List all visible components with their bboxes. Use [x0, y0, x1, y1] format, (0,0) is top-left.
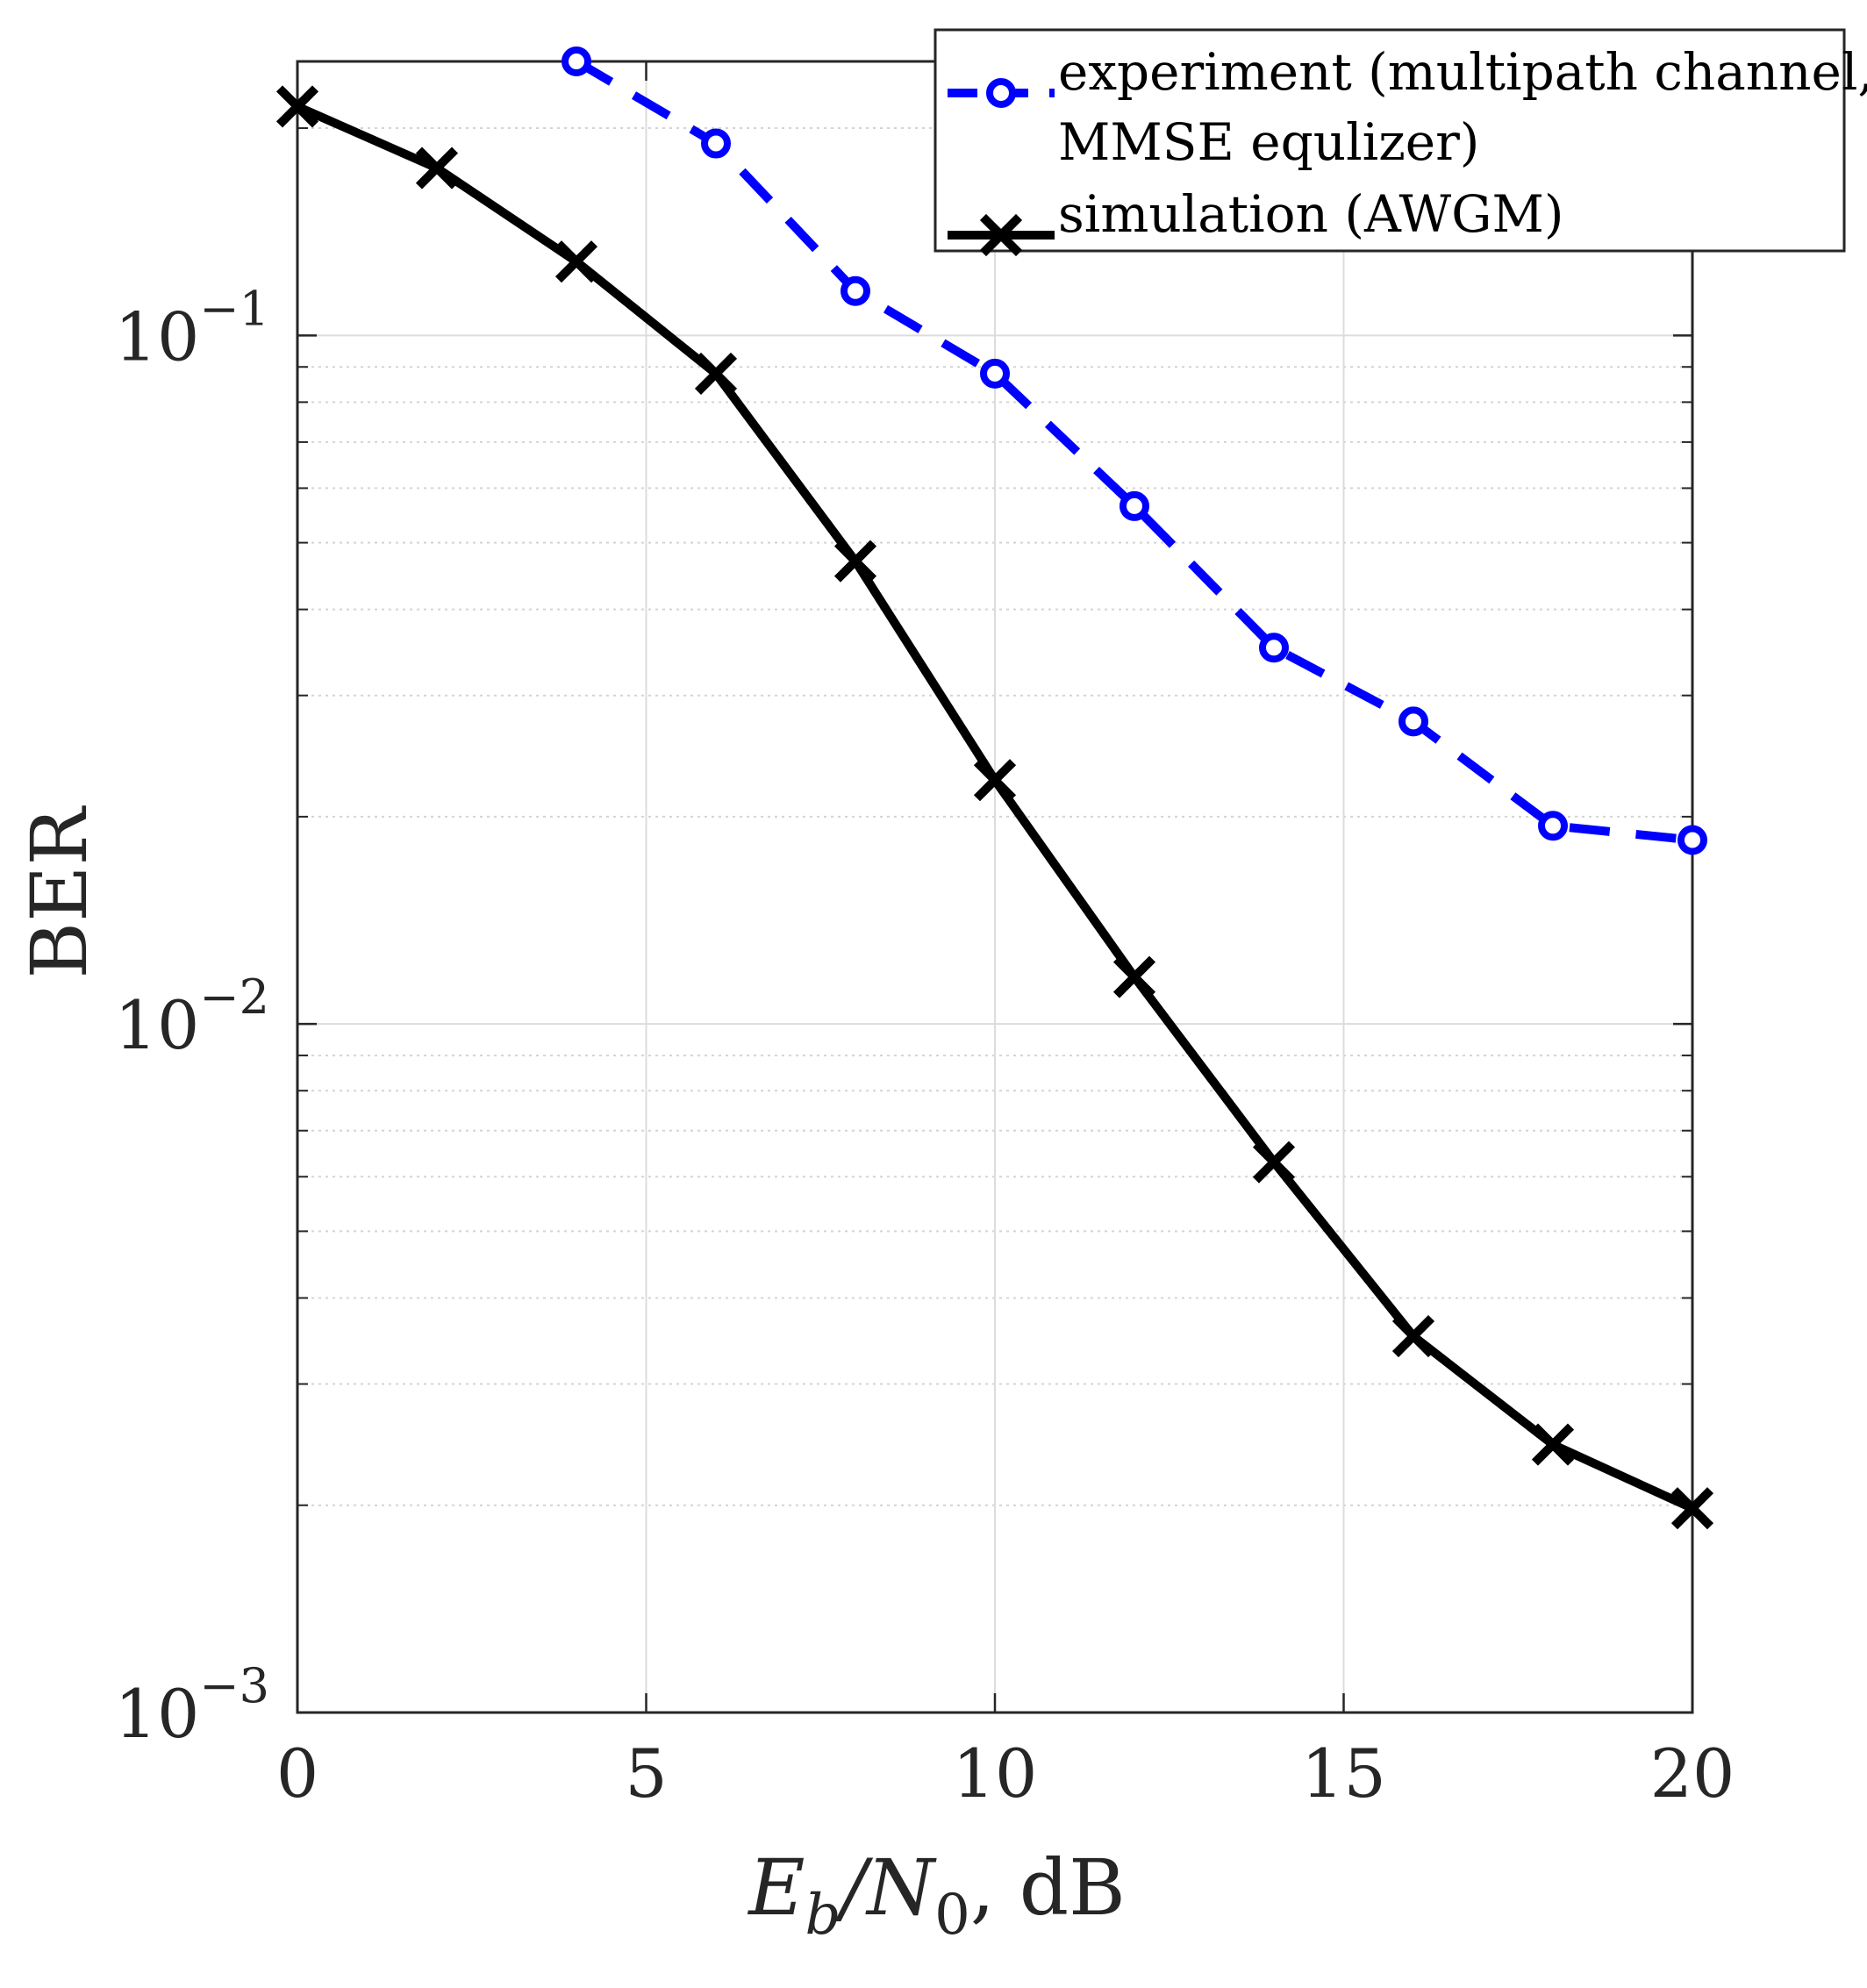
- data-point-circle-marker: [565, 50, 588, 73]
- data-point-circle-marker: [1681, 828, 1704, 851]
- data-point-circle-marker: [984, 362, 1006, 385]
- legend-label: experiment (multipath channel,: [1058, 42, 1867, 102]
- y-axis-title: BER: [14, 805, 104, 979]
- legend-label: MMSE equlizer): [1058, 112, 1479, 172]
- data-point-circle-marker: [705, 132, 727, 155]
- ber-chart: 10−110−210−30 5 10 15 20 Eb/N0, dB BER exper…: [0, 0, 1867, 1988]
- data-point-circle-marker: [1542, 814, 1564, 837]
- data-point-circle-marker: [844, 280, 867, 303]
- x-tick-label: 20: [1650, 1734, 1735, 1813]
- legend: experiment (multipath channel, MMSE equli…: [935, 30, 1867, 251]
- data-point-circle-marker: [990, 82, 1012, 104]
- data-point-circle-marker: [1123, 495, 1146, 518]
- data-point-circle-marker: [1402, 710, 1425, 733]
- x-tick-label: 10: [953, 1734, 1038, 1813]
- x-tick-label: 5: [625, 1734, 667, 1813]
- legend-label: simulation (AWGM): [1058, 184, 1564, 244]
- x-tick-label: 0: [276, 1734, 318, 1813]
- data-point-circle-marker: [1263, 636, 1285, 659]
- x-tick-label: 15: [1301, 1734, 1386, 1813]
